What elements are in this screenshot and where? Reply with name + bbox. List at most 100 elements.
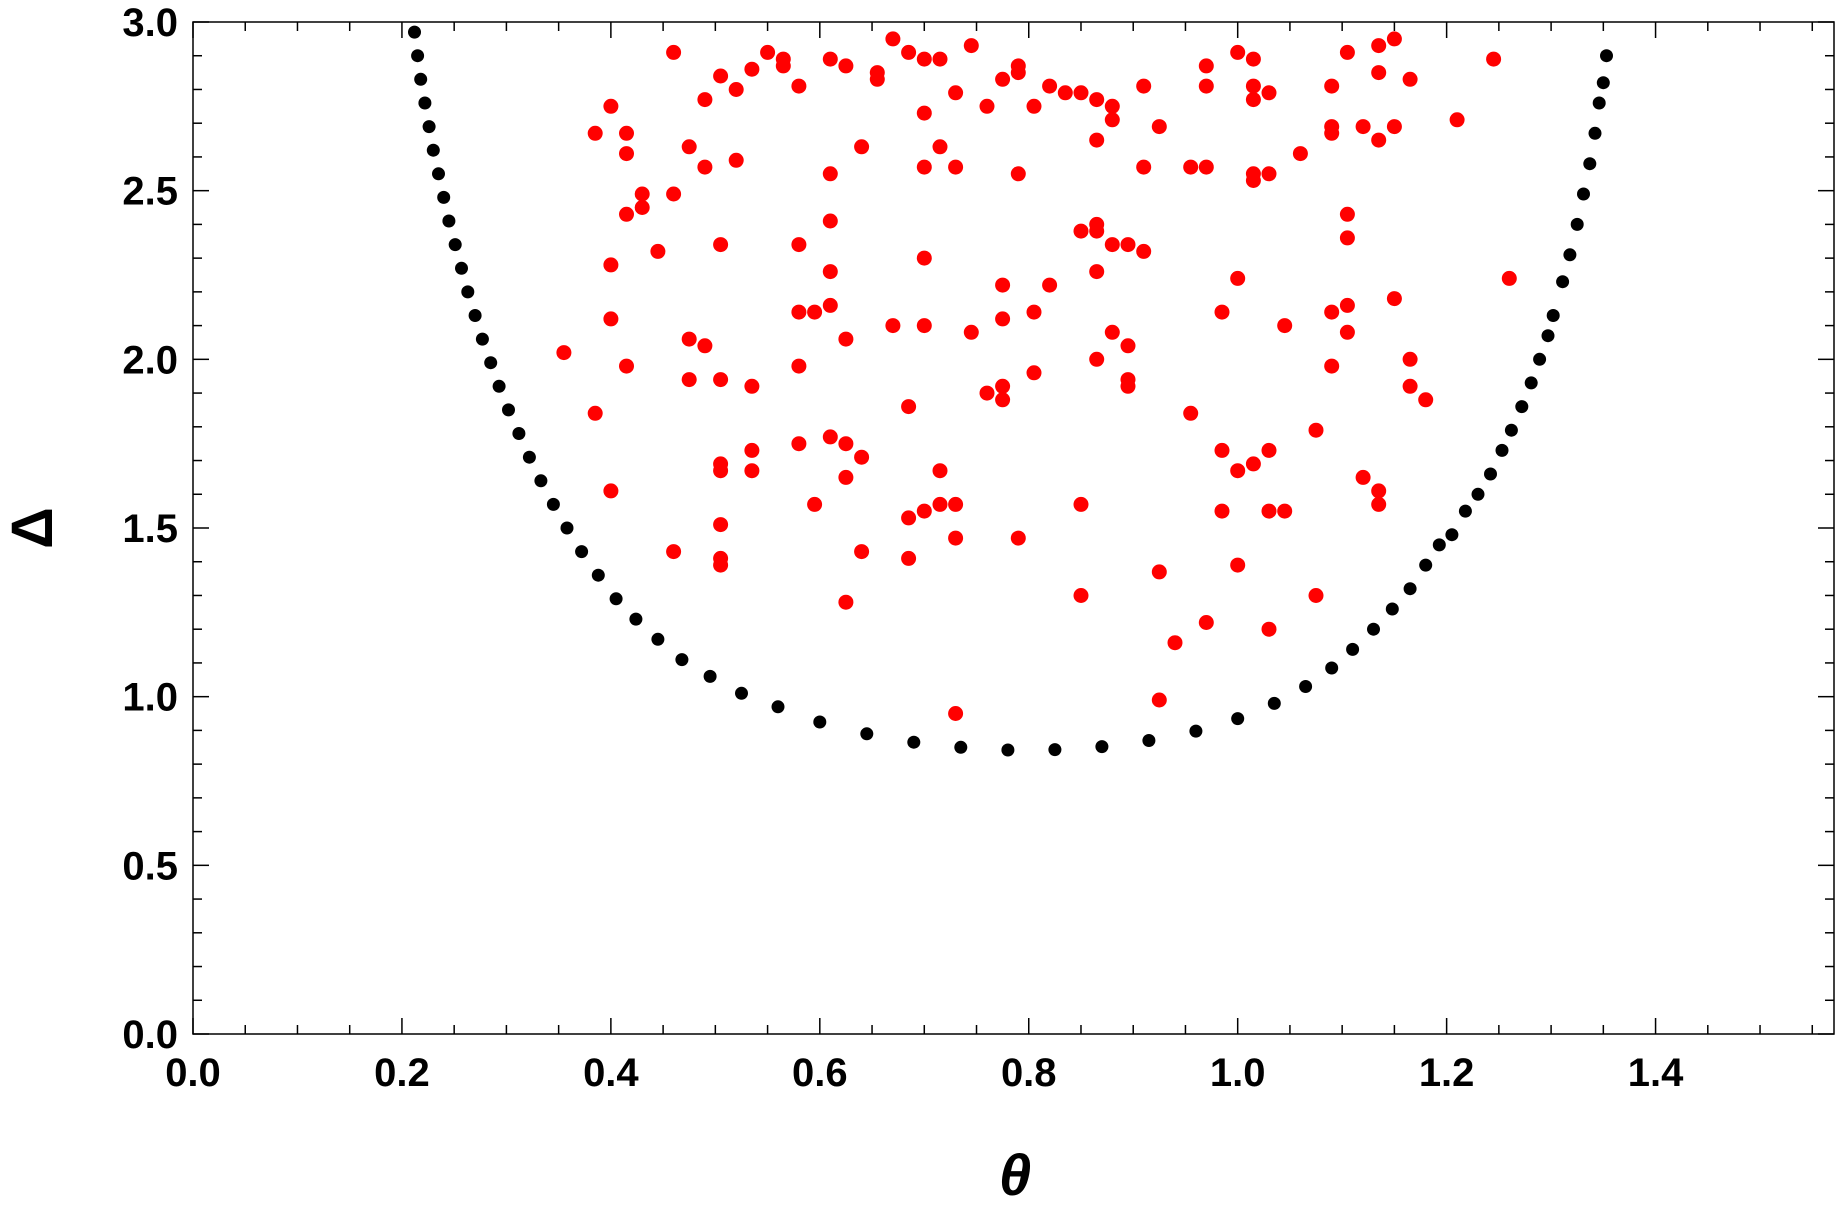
red-scatter-point [807,304,823,320]
red-scatter-point [916,318,932,334]
red-scatter-point [1355,469,1371,485]
red-scatter-point [1230,44,1246,60]
red-scatter-point [1151,119,1167,135]
red-scatter-point [1324,358,1340,374]
red-scatter-point [822,213,838,229]
red-scatter-point [979,98,995,114]
red-scatter-point [760,44,776,60]
black-curve-point [1570,217,1584,231]
black-curve-point [1419,558,1433,572]
red-scatter-point [728,82,744,97]
black-curve-point [1471,487,1485,501]
red-scatter-point [932,51,948,67]
red-scatter-point [1089,223,1105,239]
red-scatter-point [916,51,932,67]
red-scatter-point [1261,166,1277,182]
red-scatter-point [1104,98,1120,114]
red-scatter-point [1010,166,1026,182]
red-scatter-point [869,71,885,87]
red-scatter-point [775,58,791,74]
black-curve-point [813,715,827,729]
red-scatter-point [1261,503,1277,519]
red-scatter-point [885,318,901,334]
red-scatter-point [713,463,729,479]
black-curve-point [484,356,498,370]
black-curve-point [534,474,548,488]
red-scatter-point [1402,351,1418,367]
red-scatter-point [1089,351,1105,367]
red-scatter-point [1073,85,1089,101]
red-scatter-point [1198,615,1214,630]
red-scatter-point [1277,503,1293,519]
black-curve-point [408,25,421,39]
black-curve-point [411,49,425,63]
red-scatter-point [995,392,1011,408]
red-scatter-point [1402,378,1418,394]
red-scatter-point [791,358,807,374]
x-tick-label: 0.8 [1001,1051,1057,1095]
black-curve-point [907,735,921,749]
red-scatter-point [1261,442,1277,458]
red-scatter-point [666,544,682,560]
x-tick-label: 1.0 [1210,1051,1266,1095]
black-curve-point [442,214,456,228]
red-scatter-point [1183,405,1199,421]
red-scatter-point [713,517,729,533]
black-curve-point [512,427,526,440]
y-tick-label: 2.0 [122,338,178,382]
y-tick-label: 0.5 [122,844,178,888]
red-scatter-point [1386,31,1402,47]
red-scatter-point [963,38,979,54]
y-axis-title: Δ [0,507,65,549]
red-scatter-point [1120,237,1136,253]
red-scatter-point [791,304,807,320]
red-scatter-point [697,338,713,354]
red-scatter-point [1010,65,1026,81]
red-scatter-point [1026,98,1042,114]
black-curve-point [1432,538,1446,552]
black-curve-point [1001,743,1015,757]
black-curve-point [432,167,445,181]
red-scatter-point [1183,159,1199,175]
red-scatter-point [932,139,948,155]
black-curve-point [1231,712,1245,726]
red-scatter-point [1418,392,1434,408]
black-curve-point [448,238,462,252]
y-tick-label: 1.0 [122,676,178,720]
red-scatter-point [948,706,964,721]
black-curve-point [1588,126,1602,140]
red-scatter-point [744,442,760,458]
red-scatter-point [995,277,1011,293]
red-scatter-point [916,159,932,175]
red-scatter-point [1230,270,1246,286]
y-tick-label: 1.5 [122,507,178,551]
red-scatter-point [666,186,682,202]
red-scatter-point [932,463,948,479]
red-scatter-point [603,98,619,114]
red-scatter-point [838,58,854,74]
black-curve-point [651,632,665,646]
red-scatter-point [916,105,932,121]
red-scatter-point [1261,621,1277,637]
black-curve-point [1095,740,1109,754]
red-scatter-point [1324,78,1340,94]
red-scatter-point [1214,442,1230,458]
red-scatter-point [901,399,917,415]
black-curve-point [414,72,428,86]
red-scatter-point [619,125,634,141]
red-scatter-point [1324,125,1340,141]
black-curve-point [1592,96,1606,110]
red-scatter-point [1230,557,1246,573]
red-scatter-point [838,594,854,610]
x-tick-label: 1.2 [1419,1051,1475,1095]
red-scatter-point [1339,44,1355,60]
red-scatter-point [1073,223,1089,239]
black-curve-point [1524,376,1538,390]
red-scatter-point [885,31,901,47]
black-curve-point [1458,504,1472,518]
black-curve-point [468,309,482,322]
red-scatter-point [1042,78,1058,94]
red-scatter-point [854,544,870,560]
x-tick-label: 0.0 [165,1051,221,1095]
red-scatter-point [838,436,854,452]
